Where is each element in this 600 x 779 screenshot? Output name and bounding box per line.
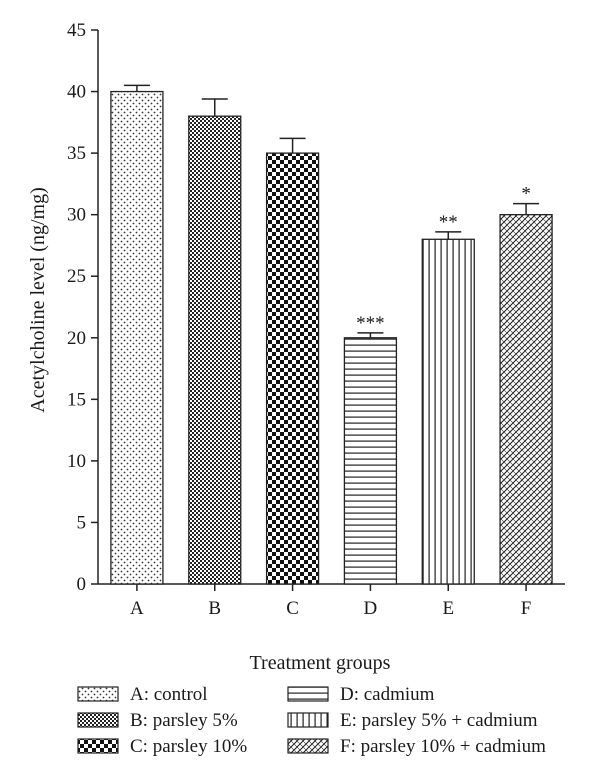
x-tick-label: F (521, 598, 532, 619)
y-tick-label: 40 (67, 82, 86, 103)
y-tick-label: 10 (67, 451, 86, 472)
legend-label: F: parsley 10% + cadmium (340, 736, 546, 757)
bar-F (499, 214, 553, 585)
y-tick-label: 45 (67, 20, 86, 41)
bar-C (265, 152, 320, 585)
x-tick-label: A (130, 598, 144, 619)
x-axis-label: Treatment groups (250, 652, 391, 674)
bar-D (343, 337, 398, 585)
x-tick-label: D (364, 598, 378, 619)
legend: A: control B: parsley 5% C: parsley 10% D: … (77, 684, 546, 757)
legend-swatch-D (287, 686, 329, 702)
significance-label: * (521, 184, 531, 205)
significance-label: ** (439, 212, 458, 233)
y-tick-label: 35 (67, 143, 86, 164)
y-tick-label: 5 (77, 512, 87, 533)
x-tick-label: C (286, 598, 299, 619)
x-tick-label: B (208, 598, 221, 619)
y-tick-label: 30 (67, 205, 86, 226)
significance-label: *** (356, 313, 385, 334)
legend-swatch-F (287, 738, 329, 754)
legend-label: D: cadmium (340, 684, 435, 705)
legend-label: C: parsley 10% (130, 736, 247, 757)
bar-A (110, 90, 164, 585)
legend-swatch-A (77, 686, 119, 702)
legend-swatch-B (77, 712, 119, 728)
legend-label: B: parsley 5% (130, 710, 238, 731)
plot-area: 0 5 10 15 20 25 30 35 40 45 A B C D *** E ** F * (67, 20, 565, 619)
y-axis-label: Acetylcholine level (ng/mg) (27, 187, 49, 412)
y-tick-label: 20 (67, 328, 86, 349)
legend-label: E: parsley 5% + cadmium (340, 710, 538, 731)
y-tick-label: 0 (77, 574, 87, 595)
legend-swatch-E (287, 712, 329, 728)
y-tick-label: 15 (67, 389, 86, 410)
y-tick-label: 25 (67, 266, 86, 287)
legend-label: A: control (130, 684, 208, 705)
legend-swatch-C (77, 738, 119, 754)
bar-B (188, 115, 242, 585)
x-tick-label: E (442, 598, 454, 619)
bar-E (421, 238, 475, 585)
